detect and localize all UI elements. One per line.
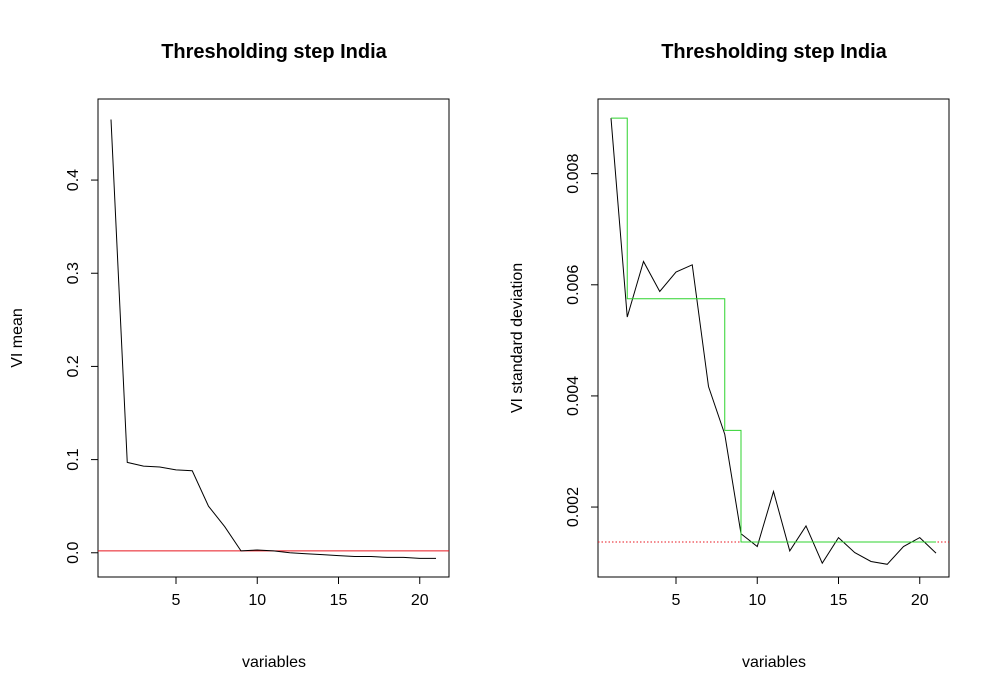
plot-frame (97, 98, 450, 578)
y-tick-label: 0.0 (65, 542, 82, 564)
y-tick-label: 0.004 (565, 376, 582, 416)
chart-title: Thresholding step India (161, 41, 387, 63)
chart-title: Thresholding step India (661, 41, 887, 63)
x-axis-label: variables (242, 654, 306, 671)
y-axis: 0.002 0.004 0.006 0.008 (565, 154, 599, 527)
x-tick-label: 5 (672, 592, 681, 609)
x-axis: 5 10 15 20 (672, 576, 929, 609)
y-tick-label: 0.2 (65, 355, 82, 377)
x-tick-label: 5 (172, 592, 181, 609)
x-tick-label: 15 (330, 592, 348, 609)
series-group (610, 117, 937, 565)
series-line (610, 118, 937, 565)
series-group (110, 119, 436, 559)
vi-sd-panel: Thresholding step India variables VI sta… (509, 41, 950, 671)
y-tick-label: 0.002 (565, 487, 582, 527)
y-axis: 0.0 0.1 0.2 0.3 0.4 (65, 169, 99, 564)
step-series-line (611, 117, 936, 543)
y-axis-label: VI mean (9, 308, 26, 368)
x-tick-label: 10 (248, 592, 266, 609)
y-axis-label: VI standard deviation (509, 263, 526, 413)
x-tick-label: 20 (911, 592, 929, 609)
x-tick-label: 10 (748, 592, 766, 609)
x-axis-label: variables (742, 654, 806, 671)
y-tick-label: 0.006 (565, 265, 582, 305)
x-axis: 5 10 15 20 (172, 576, 429, 609)
plot-frame (597, 98, 950, 578)
y-tick-label: 0.3 (65, 262, 82, 284)
y-tick-label: 0.4 (65, 169, 82, 191)
y-tick-label: 0.1 (65, 448, 82, 470)
series-line (110, 119, 436, 559)
x-tick-label: 15 (830, 592, 848, 609)
y-tick-label: 0.008 (565, 154, 582, 194)
x-tick-label: 20 (411, 592, 429, 609)
vi-mean-panel: Thresholding step India variables VI mea… (9, 41, 450, 671)
